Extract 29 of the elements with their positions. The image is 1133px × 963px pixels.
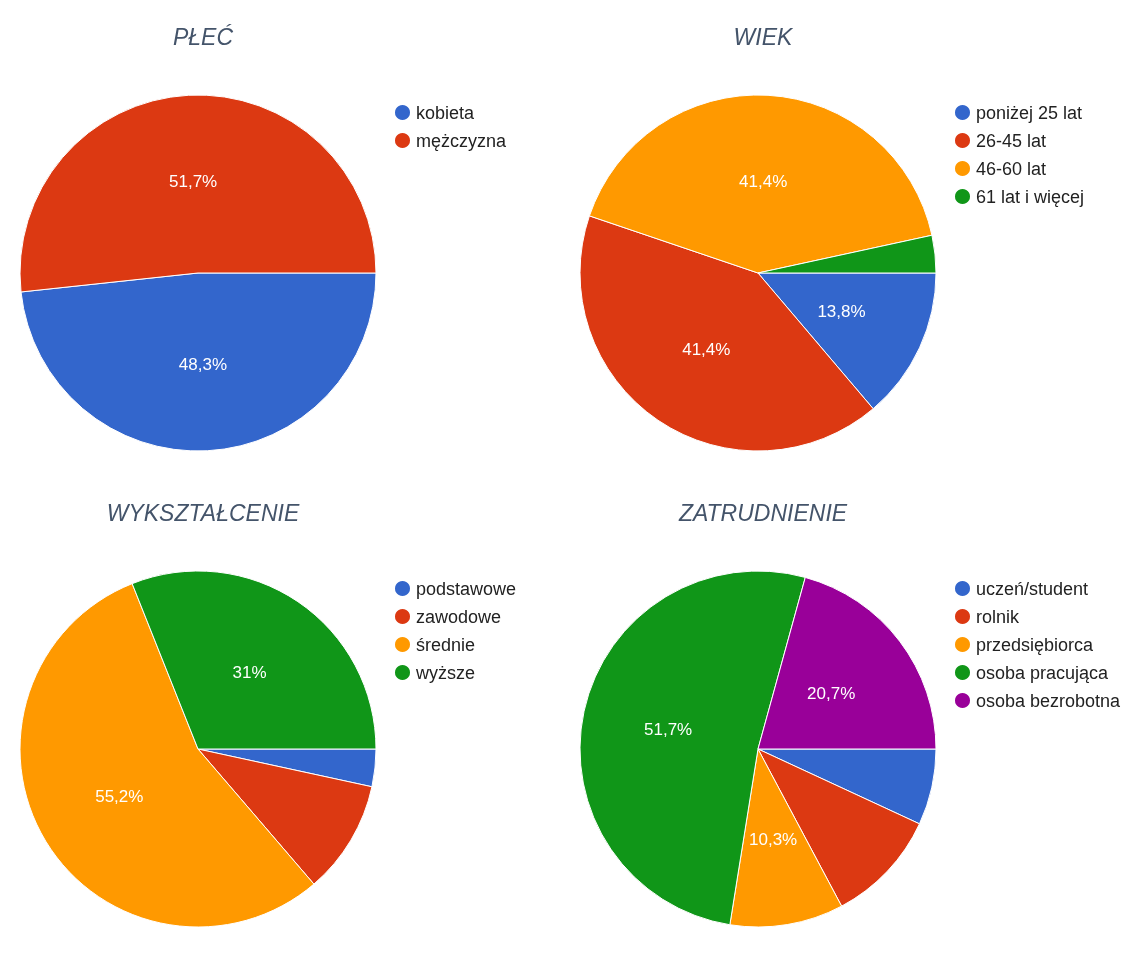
legend-label: rolnik [976, 606, 1021, 627]
data-label: 10,3% [749, 830, 798, 850]
chart-title: ZATRUDNIENIE [677, 499, 848, 526]
legend-label: mężczyzna [416, 130, 508, 151]
data-label: 13,8% [817, 302, 866, 322]
legend-label: osoba pracująca [976, 662, 1110, 683]
legend-label: zawodowe [416, 606, 502, 627]
legend-label: osoba bezrobotna [976, 690, 1122, 711]
data-label: 48,3% [178, 355, 228, 375]
data-label: 20,7% [807, 683, 856, 703]
chart-title: WYKSZTAŁCENIE [106, 499, 300, 526]
data-label: 31% [232, 663, 267, 683]
data-label: 51,7% [168, 171, 218, 191]
legend-label: przedsiębiorca [976, 634, 1095, 655]
data-label: 51,7% [643, 719, 693, 739]
legend-label: podstawowe [416, 578, 517, 599]
data-label: 41,4% [739, 171, 788, 191]
legend-label: 46-60 lat [976, 158, 1047, 179]
legend-label: 26-45 lat [976, 130, 1047, 151]
data-label: 41,4% [682, 339, 731, 359]
legend-label: poniżej 25 lat [976, 102, 1083, 123]
legend-label: wyższe [415, 662, 476, 683]
chart-title: PŁEĆ [172, 23, 234, 50]
legend-label: średnie [416, 634, 476, 655]
legend-label: kobieta [416, 102, 476, 123]
data-label: 55,2% [95, 787, 144, 807]
chart-title: WIEK [733, 23, 795, 50]
legend-label: 61 lat i więcej [976, 186, 1085, 207]
legend-label: uczeń/student [976, 578, 1089, 599]
